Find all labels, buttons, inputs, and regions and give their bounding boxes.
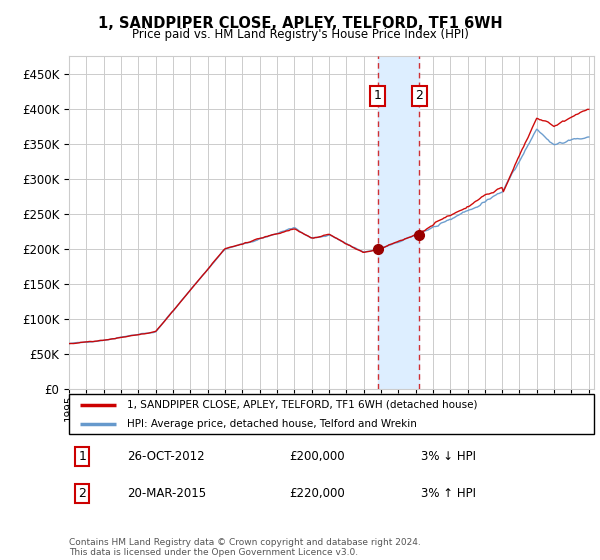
Text: 1, SANDPIPER CLOSE, APLEY, TELFORD, TF1 6WH (detached house): 1, SANDPIPER CLOSE, APLEY, TELFORD, TF1 … [127, 400, 477, 409]
Text: 2: 2 [78, 487, 86, 500]
Text: 20-MAR-2015: 20-MAR-2015 [127, 487, 206, 500]
Text: 3% ↓ HPI: 3% ↓ HPI [421, 450, 476, 463]
Text: 3% ↑ HPI: 3% ↑ HPI [421, 487, 476, 500]
Text: 2: 2 [415, 90, 423, 102]
Text: HPI: Average price, detached house, Telford and Wrekin: HPI: Average price, detached house, Telf… [127, 419, 416, 429]
Text: 1: 1 [78, 450, 86, 463]
Text: Price paid vs. HM Land Registry's House Price Index (HPI): Price paid vs. HM Land Registry's House … [131, 28, 469, 41]
Text: 1: 1 [374, 90, 382, 102]
Text: Contains HM Land Registry data © Crown copyright and database right 2024.
This d: Contains HM Land Registry data © Crown c… [69, 538, 421, 557]
Bar [378, 56, 419, 389]
Text: 26-OCT-2012: 26-OCT-2012 [127, 450, 205, 463]
Text: £220,000: £220,000 [290, 487, 345, 500]
Text: 1, SANDPIPER CLOSE, APLEY, TELFORD, TF1 6WH: 1, SANDPIPER CLOSE, APLEY, TELFORD, TF1 … [98, 16, 502, 31]
Text: £200,000: £200,000 [290, 450, 345, 463]
